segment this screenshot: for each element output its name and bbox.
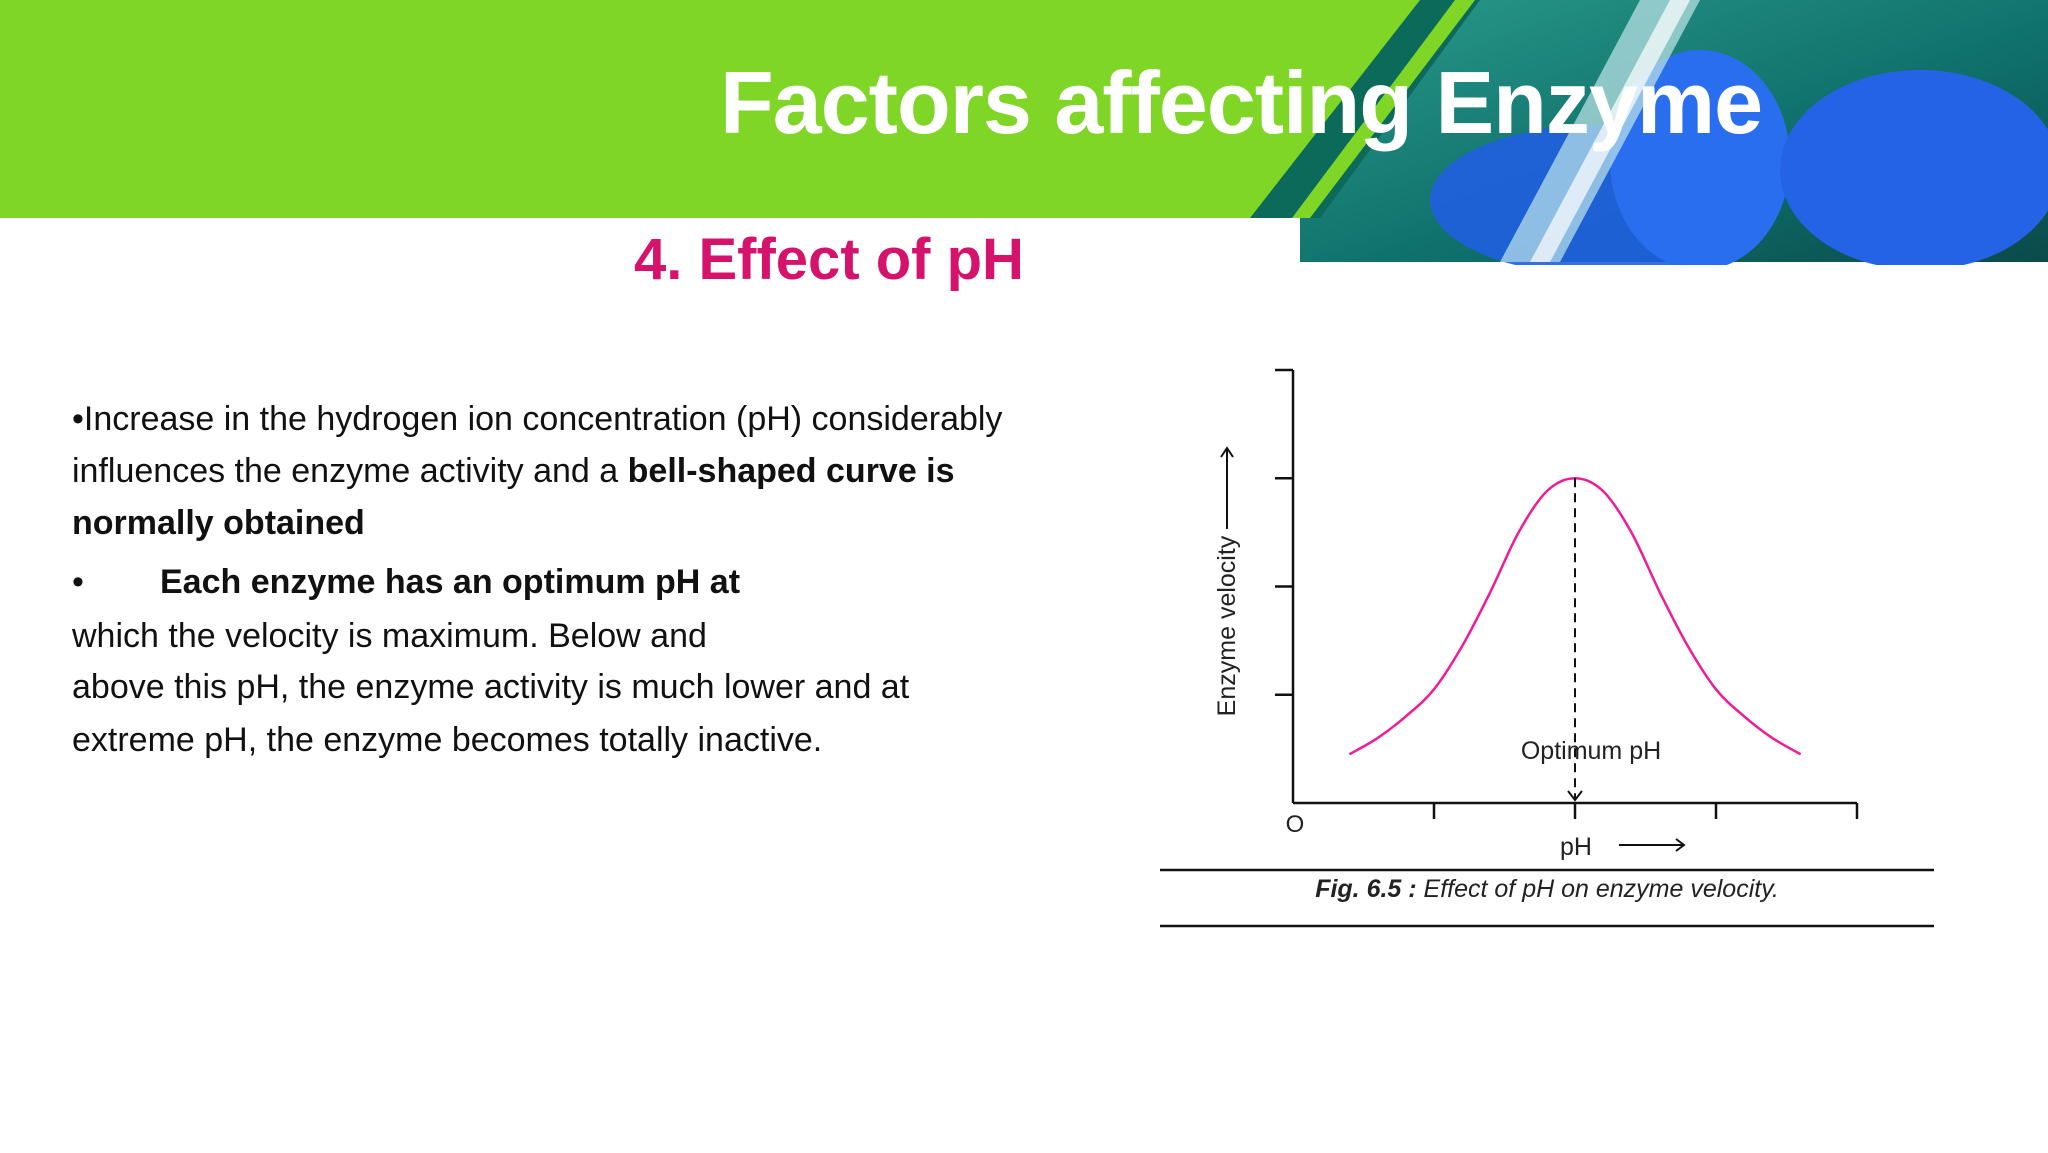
slide-title: Factors affecting Enzyme — [720, 53, 1763, 152]
caption-text: Effect of pH on enzyme velocity. — [1416, 875, 1779, 903]
optimum-arrow-icon — [1567, 790, 1583, 802]
body-bold-text: bell-shaped curve is — [627, 452, 955, 490]
x-axis-label: pH — [1560, 833, 1592, 861]
annotation-optimum-ph: Optimum pH — [1521, 737, 1661, 765]
body-bold-text: Each enzyme has an optimum pH at — [160, 563, 741, 601]
body-line: normally obtained — [72, 504, 365, 543]
body-text: influences the enzyme activity and a — [72, 452, 628, 490]
body-bold-text: normally obtained — [72, 504, 365, 542]
origin-label: O — [1286, 811, 1305, 838]
y-axis-label: Enzyme velocity — [1213, 535, 1241, 716]
body-line: extreme pH, the enzyme becomes totally i… — [72, 721, 823, 759]
caption-fig-number: Fig. 6.5 : — [1315, 875, 1417, 903]
x-arrow-icon — [1619, 838, 1686, 852]
header-photo-lab-glove — [0, 0, 2048, 265]
body-line: •Increase in the hydrogen ion concentrat… — [72, 400, 1003, 438]
body-line: above this pH, the enzyme activity is mu… — [72, 668, 910, 706]
bullet: • — [72, 563, 84, 601]
body-line: influences the enzyme activity and a bel… — [72, 452, 955, 491]
section-heading: 4. Effect of pH — [634, 227, 1024, 292]
y-arrow-icon — [1220, 446, 1234, 529]
body-line: • Each enzyme has an optimum pH at — [72, 563, 740, 602]
body-line: which the velocity is maximum. Below and — [72, 617, 707, 655]
figure-caption: Fig. 6.5 : Effect of pH on enzyme veloci… — [1160, 875, 1934, 904]
